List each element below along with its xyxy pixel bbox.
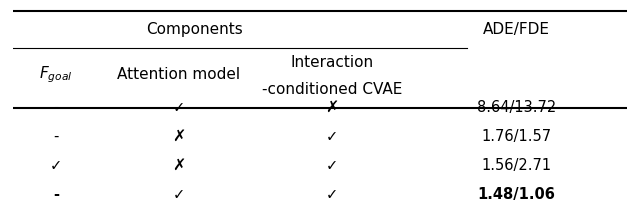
Text: 8.64/13.72: 8.64/13.72 xyxy=(477,100,556,115)
Text: 1.48/1.06: 1.48/1.06 xyxy=(477,187,556,202)
Text: ✗: ✗ xyxy=(172,129,186,144)
Text: -conditioned CVAE: -conditioned CVAE xyxy=(262,82,403,97)
Text: Interaction: Interaction xyxy=(291,55,374,70)
Text: ✗: ✗ xyxy=(172,158,186,173)
Text: 1.76/1.57: 1.76/1.57 xyxy=(481,129,552,144)
Text: $F_{goal}$: $F_{goal}$ xyxy=(39,64,72,85)
Text: 1.56/2.71: 1.56/2.71 xyxy=(481,158,552,173)
Text: ✗: ✗ xyxy=(326,100,339,115)
Text: ✓: ✓ xyxy=(326,187,339,202)
Text: ADE/FDE: ADE/FDE xyxy=(483,22,550,37)
Text: ✓: ✓ xyxy=(326,129,339,144)
Text: -: - xyxy=(53,129,58,144)
Text: ✓: ✓ xyxy=(326,158,339,173)
Text: -: - xyxy=(53,100,58,115)
Text: Components: Components xyxy=(146,22,243,37)
Text: -: - xyxy=(53,187,59,202)
Text: ✓: ✓ xyxy=(173,187,185,202)
Text: Attention model: Attention model xyxy=(117,67,240,82)
Text: ✓: ✓ xyxy=(50,158,62,173)
Text: ✓: ✓ xyxy=(173,100,185,115)
